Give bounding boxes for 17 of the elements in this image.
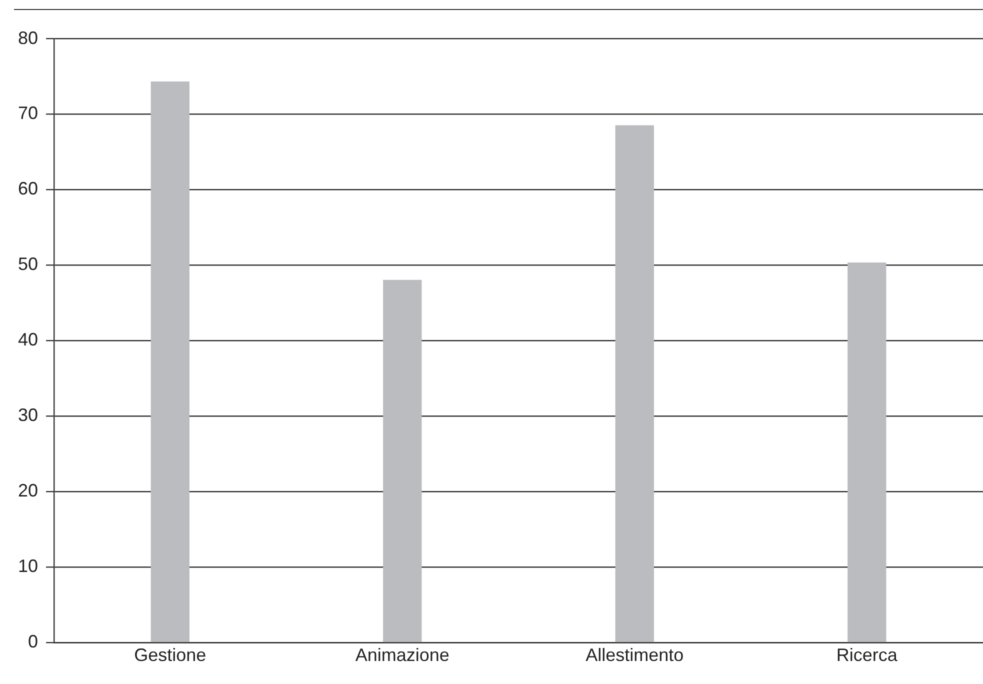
bar <box>383 280 422 642</box>
y-tick-label: 40 <box>18 330 38 350</box>
bar <box>848 262 886 642</box>
x-tick-label: Gestione <box>134 645 206 666</box>
y-tick-label: 60 <box>18 178 38 199</box>
bar <box>150 81 190 642</box>
bar <box>615 125 654 642</box>
y-tick-label: 50 <box>18 254 38 274</box>
x-tick-label: Animazione <box>355 645 450 666</box>
y-tick-label: 20 <box>18 480 38 500</box>
x-tick-label: Allestimento <box>586 645 684 666</box>
y-tick-label: 0 <box>28 631 38 652</box>
y-tick-label: 10 <box>18 556 38 576</box>
y-tick-label: 80 <box>18 28 38 48</box>
y-tick-label: 70 <box>18 103 38 124</box>
y-tick-label: 30 <box>18 405 38 426</box>
x-tick-label: Ricerca <box>836 645 898 666</box>
